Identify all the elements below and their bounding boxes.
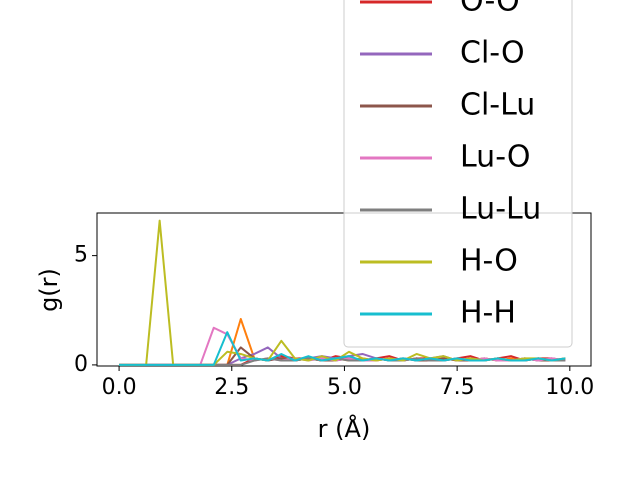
series-line	[119, 331, 566, 366]
y-axis-label: g(r)	[35, 268, 63, 312]
x-tick-label: 0.0	[102, 375, 137, 400]
x-tick-label: 2.5	[214, 375, 249, 400]
legend-label: Lu-Lu	[460, 192, 541, 227]
legend-label: O-O	[460, 0, 520, 19]
y-tick-label: 0	[74, 352, 88, 377]
legend-label: Cl-Lu	[460, 88, 535, 123]
x-tick-label: 5.0	[327, 375, 362, 400]
legend-box	[343, 0, 573, 348]
legend-label: Cl-O	[460, 36, 525, 71]
y-tick-label: 5	[74, 243, 88, 268]
legend-label: H-O	[460, 244, 518, 279]
x-tick-label: 7.5	[440, 375, 475, 400]
x-axis-label: r (Å)	[318, 414, 371, 443]
legend-label: Lu-O	[460, 140, 530, 175]
legend-label: H-H	[460, 296, 516, 331]
x-tick-label: 10.0	[545, 375, 594, 400]
